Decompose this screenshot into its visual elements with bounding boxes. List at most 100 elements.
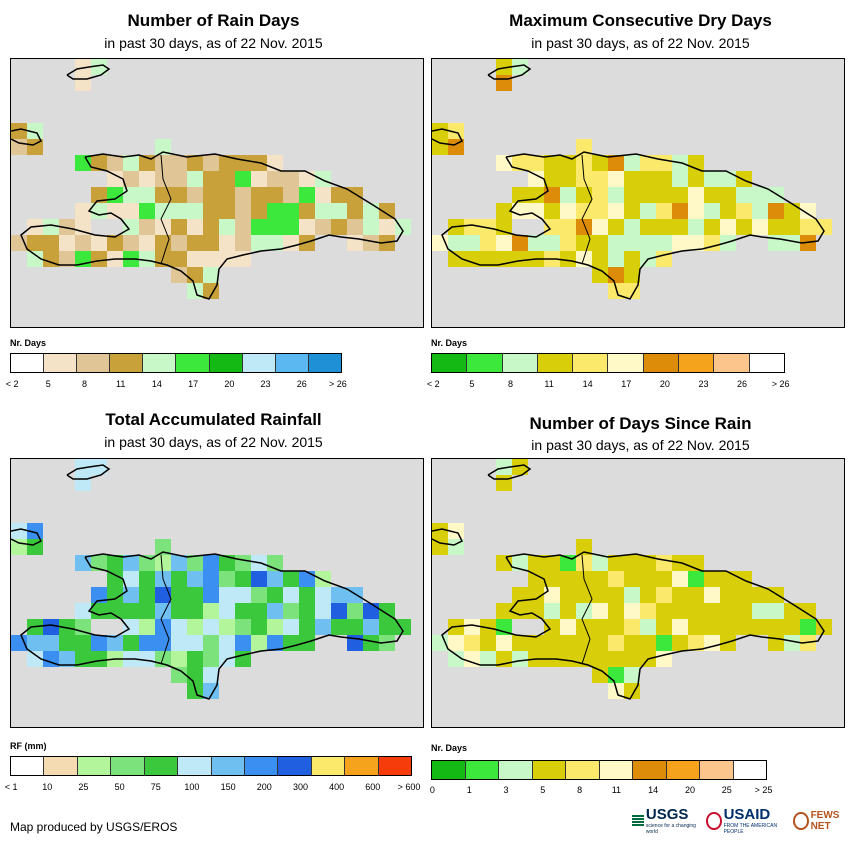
grid-cell [347,619,363,635]
grid-cell [139,635,155,651]
grid-cell [672,187,688,203]
grid-cell [203,555,219,571]
grid-cell [187,603,203,619]
grid-cell [544,603,560,619]
legend-tick-label: 5 [45,379,51,389]
legend-swatch [77,354,111,372]
grid-cell [267,603,283,619]
grid-cell [704,587,720,603]
grid-cell [528,635,544,651]
grid-cell [251,171,267,187]
grid-cell [688,619,704,635]
grid-cell [688,219,704,235]
grid-cell [816,619,832,635]
grid-cell [75,59,91,75]
grid-cell [107,203,123,219]
grid-cell [187,571,203,587]
grid-cell [59,651,75,667]
legend-tick-label: 3 [503,785,509,795]
grid-cell [91,587,107,603]
grid-cell [299,235,315,251]
grid-cell [123,235,139,251]
grid-cell [203,171,219,187]
legend-ticks: < 2 5 8 11 14 17 20 23 26 > 26 [0,379,356,389]
grid-cell [496,235,512,251]
grid-cell [480,619,496,635]
grid-cell [347,603,363,619]
grid-cell [171,267,187,283]
grid-cell [592,203,608,219]
grid-cell [656,587,672,603]
grid-cell [363,635,379,651]
grid-cell [251,571,267,587]
grid-cell [688,235,704,251]
legend-tick-label: > 600 [397,782,421,792]
grid-cell [315,219,331,235]
grid-cell [43,219,59,235]
grid-cell [560,219,576,235]
grid-cell [331,587,347,603]
grid-cell [171,155,187,171]
grid-cell [187,635,203,651]
grid-cell [203,667,219,683]
legend-swatch [679,354,715,372]
grid-cell [267,219,283,235]
grid-cell [608,619,624,635]
legend-swatch [378,757,412,775]
legend-tick-label: 17 [188,379,199,389]
grid-cell [736,587,752,603]
grid-cell [592,219,608,235]
grid-cell [560,571,576,587]
grid-cell [704,187,720,203]
grid-cell [235,203,251,219]
grid-cell [315,187,331,203]
grid-cell [107,635,123,651]
legend-tick-label: < 1 [4,782,18,792]
legend-tick-label: > 26 [329,379,347,389]
grid-cell [299,219,315,235]
grid-cell [107,603,123,619]
grid-cell [235,619,251,635]
grid-cell [107,571,123,587]
grid-cell [187,587,203,603]
legend-tick-label: 20 [684,785,695,795]
grid-cell [544,203,560,219]
panel-title: Total Accumulated Rainfall [105,410,322,429]
legend-tick-label: 8 [82,379,88,389]
grid-cell [736,619,752,635]
grid-cell [75,75,91,91]
legend-swatch [432,761,466,779]
grid-cell [608,155,624,171]
legend-swatch [666,761,700,779]
grid-cell [656,203,672,219]
legend-swatch [44,757,78,775]
grid-cell [448,235,464,251]
grid-cell [592,619,608,635]
grid-cell [768,587,784,603]
usaid-seal-icon [705,811,722,830]
grid-cell [235,555,251,571]
grid-cell [27,523,43,539]
grid-cell [544,155,560,171]
grid-cell [139,651,155,667]
grid-cell [608,571,624,587]
grid-cell [672,171,688,187]
map-svg [11,59,411,300]
grid-cell [560,587,576,603]
grid-cell [624,587,640,603]
grid-cell [624,219,640,235]
legend-tick-label: < 2 [426,379,440,389]
grid-cell [624,603,640,619]
legend-swatch [566,761,600,779]
grid-cell [464,619,480,635]
legend-title: Nr. Days [431,743,468,753]
legend-tick-label: 25 [721,785,732,795]
grid-cell [283,219,299,235]
grid-cell [315,571,331,587]
legend-swatch [573,354,609,372]
grid-cell [560,203,576,219]
legend-swatch [311,757,346,775]
grid-cell [512,459,528,475]
legend-swatch [633,761,667,779]
grid-cell [528,155,544,171]
